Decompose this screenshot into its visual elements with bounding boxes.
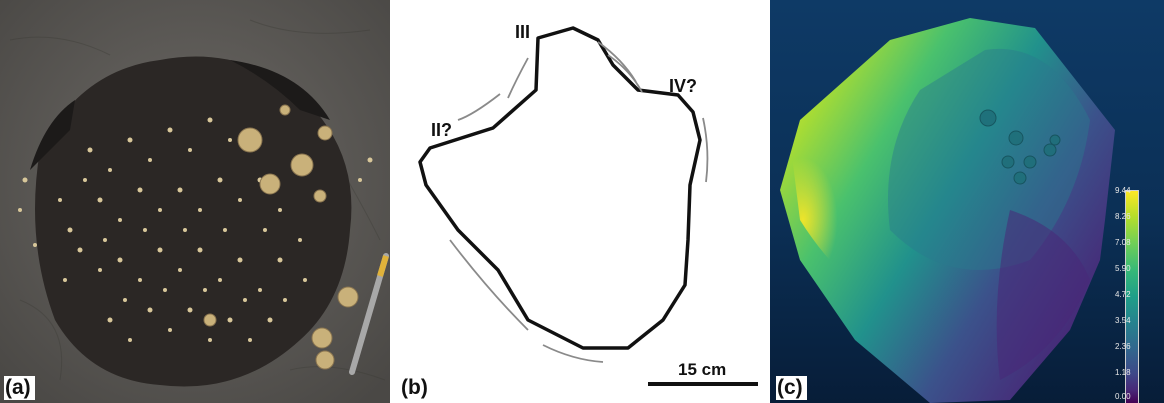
colorbar-tick: 8.26 — [1115, 212, 1131, 221]
footprint-outline — [418, 26, 709, 363]
colorbar-tick: 3.54 — [1115, 316, 1131, 325]
colorbar-tick: 2.36 — [1115, 342, 1131, 351]
digit-label-iv: IV? — [669, 76, 698, 96]
colorbar-tick: 9.44 — [1115, 186, 1131, 195]
scale-bar-label: 15 cm — [678, 360, 727, 379]
panel-label-c: (c) — [776, 376, 807, 400]
digit-label-ii: II? — [431, 120, 452, 140]
limpet-depressions — [979, 109, 1061, 185]
panel-label-a: (a) — [4, 376, 35, 400]
depth-map — [780, 18, 1115, 403]
colorbar-tick: 1.18 — [1115, 368, 1131, 377]
sediment-rim-lines — [449, 41, 709, 363]
scale-bar: 15 cm — [648, 356, 758, 386]
photo-panel: (a) — [0, 0, 390, 403]
scale-bar-line — [648, 382, 758, 386]
outline-sketch-panel: III II? IV? 15 cm (b) — [398, 0, 760, 403]
track-depression — [35, 56, 352, 387]
depth-colorbar — [1125, 190, 1139, 403]
depth-map-panel: 9.44 8.26 7.08 5.90 4.72 3.54 2.36 1.18 … — [770, 0, 1164, 403]
barnacle-cluster — [18, 117, 373, 342]
colorbar-tick: 4.72 — [1115, 290, 1131, 299]
colorbar-tick: 5.90 — [1115, 264, 1131, 273]
footprint-outline-path — [418, 26, 702, 350]
digit-label-iii: III — [515, 22, 531, 42]
footprint-photo — [0, 0, 390, 403]
panel-label-b: (b) — [400, 376, 432, 400]
colorbar-tick: 0.00 — [1115, 392, 1131, 401]
pencil — [349, 253, 389, 375]
colorbar-tick: 7.08 — [1115, 238, 1131, 247]
